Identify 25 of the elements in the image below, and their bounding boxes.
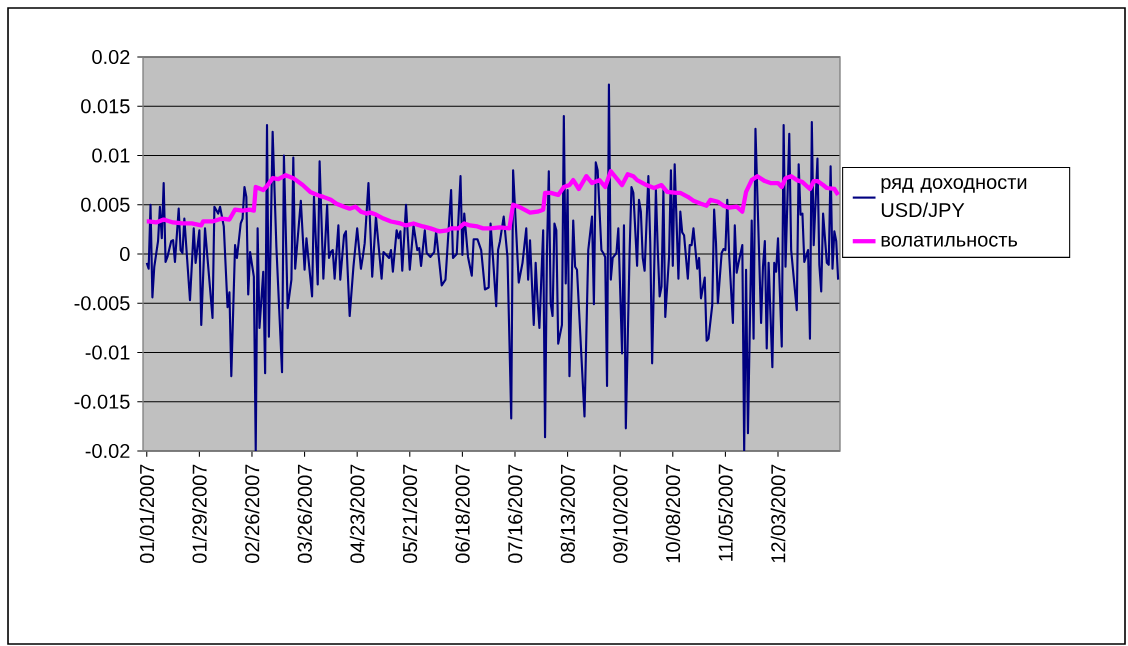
x-tick-label: 01/01/2007 xyxy=(139,464,155,563)
y-tick-label: -0.015 xyxy=(74,394,130,409)
line-series xyxy=(145,83,840,451)
x-tick-label: 06/18/2007 xyxy=(455,464,470,563)
legend-label: волатильность xyxy=(881,235,1018,247)
x-tick-label: 05/21/2007 xyxy=(402,464,418,563)
x-tick-label: 10/08/2007 xyxy=(665,464,681,563)
y-tick-label: 0.015 xyxy=(81,99,130,114)
y-tick-label: -0.01 xyxy=(85,345,130,360)
x-tick-label: 09/10/2007 xyxy=(612,464,628,563)
legend-label: ряд доходности USD/JPY xyxy=(881,178,1027,218)
y-tick-label: 0.005 xyxy=(81,197,130,212)
x-tick-label: 03/26/2007 xyxy=(297,464,312,563)
x-tick-label: 11/05/2007 xyxy=(718,464,733,561)
y-tick-label: 0.01 xyxy=(92,148,130,163)
y-tick-label: 0 xyxy=(120,246,130,262)
x-tick-label: 07/16/2007 xyxy=(507,464,523,563)
x-tick-label: 08/13/2007 xyxy=(560,464,575,563)
x-tick-label: 01/29/2007 xyxy=(192,464,207,563)
x-tick-label: 12/03/2007 xyxy=(770,464,786,563)
y-tick-label: -0.02 xyxy=(85,443,130,459)
x-tick-label: 04/23/2007 xyxy=(349,464,365,563)
x-tick-label: 02/26/2007 xyxy=(244,464,260,563)
y-tick-label: -0.005 xyxy=(74,296,130,311)
y-tick-label: 0.02 xyxy=(92,49,130,65)
